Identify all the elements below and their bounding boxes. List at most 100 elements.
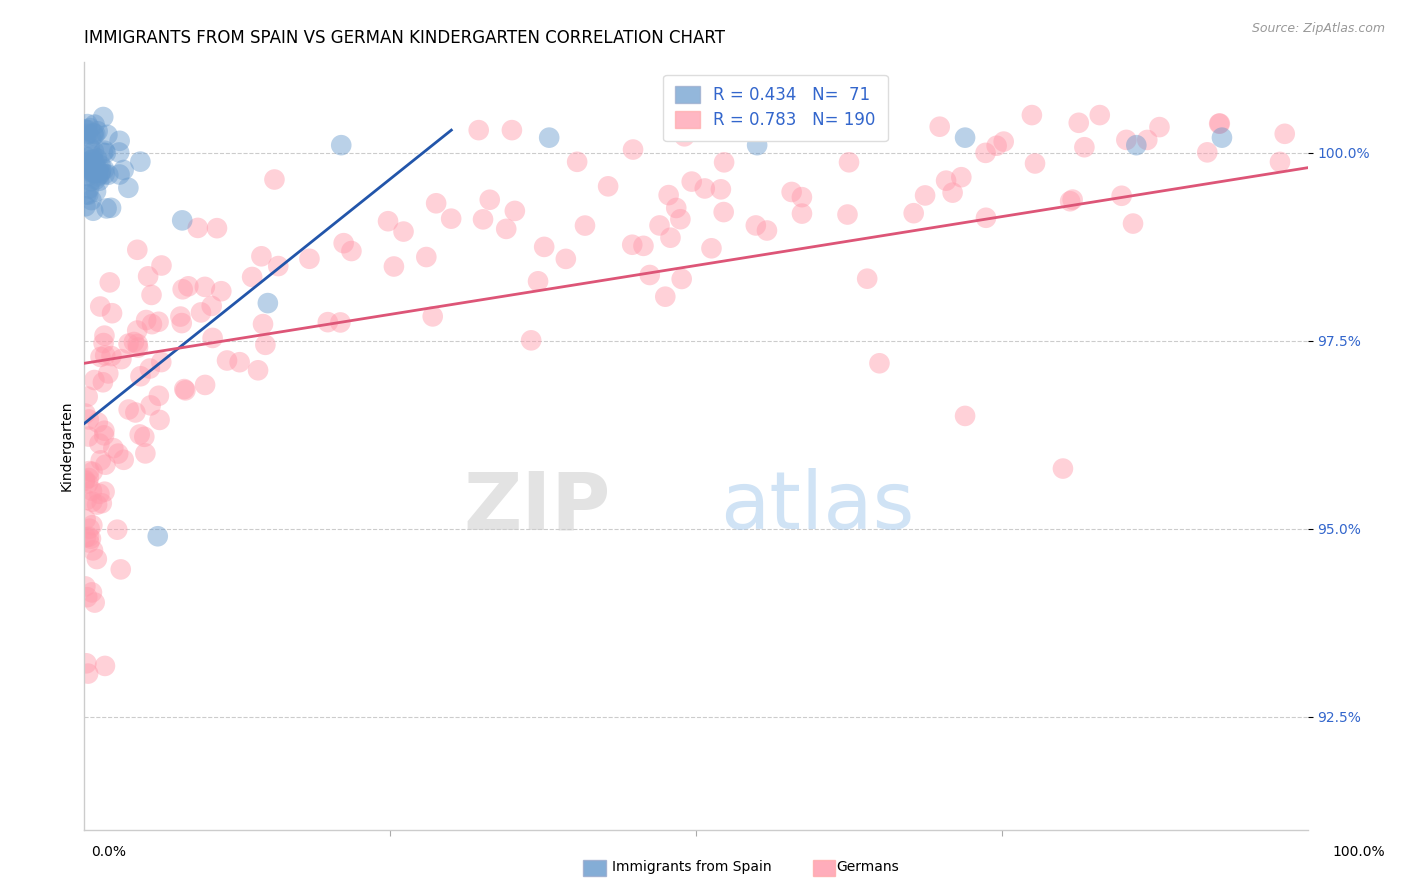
Point: [1088, 108, 1111, 122]
Point: [316, 315, 339, 329]
Point: [93, 336, 115, 351]
Point: [91, 376, 114, 390]
Point: [974, 145, 997, 160]
Point: [89, 300, 111, 314]
Point: [73, 122, 96, 136]
Point: [681, 175, 703, 189]
Point: [75, 199, 97, 213]
Point: [993, 135, 1015, 149]
Point: [84, 165, 107, 179]
Point: [669, 212, 692, 227]
Point: [1208, 117, 1230, 131]
Point: [91, 110, 114, 124]
Point: [201, 299, 224, 313]
Point: [201, 331, 224, 345]
Point: [415, 250, 437, 264]
Point: [554, 252, 576, 266]
Point: [1062, 193, 1084, 207]
Point: [780, 185, 803, 199]
Point: [90, 453, 112, 467]
Point: [340, 244, 363, 258]
Point: [93, 484, 115, 499]
Point: [538, 130, 561, 145]
Point: [82, 203, 104, 218]
Point: [953, 130, 976, 145]
Point: [79, 121, 101, 136]
Point: [83, 596, 105, 610]
Point: [77, 187, 100, 202]
Point: [100, 201, 122, 215]
Point: [97, 168, 120, 182]
Point: [671, 272, 693, 286]
Point: [77, 535, 100, 549]
Point: [75, 128, 97, 143]
Point: [77, 429, 100, 443]
Point: [93, 144, 115, 158]
Point: [89, 168, 111, 182]
Point: [124, 405, 146, 419]
Point: [77, 476, 100, 491]
Point: [89, 165, 111, 179]
Point: [377, 214, 399, 228]
Point: [974, 211, 997, 225]
Point: [755, 223, 778, 237]
Point: [75, 657, 97, 671]
Point: [82, 126, 104, 140]
Point: [903, 206, 925, 220]
Point: [80, 483, 103, 498]
Point: [392, 225, 415, 239]
Point: [108, 168, 131, 182]
Text: Germans: Germans: [837, 860, 900, 874]
Point: [94, 659, 117, 673]
Point: [75, 579, 97, 593]
Point: [77, 181, 100, 195]
Point: [83, 165, 105, 179]
Point: [117, 181, 139, 195]
Point: [950, 170, 973, 185]
Point: [215, 353, 238, 368]
Point: [134, 430, 156, 444]
Point: [713, 205, 735, 219]
Point: [82, 148, 104, 162]
Point: [621, 237, 644, 252]
Point: [1067, 116, 1090, 130]
Point: [598, 179, 620, 194]
Point: [129, 154, 152, 169]
Point: [87, 169, 110, 184]
Point: [76, 117, 98, 131]
Point: [150, 355, 173, 369]
Text: atlas: atlas: [720, 468, 915, 547]
Point: [91, 145, 114, 160]
Point: [112, 452, 135, 467]
Point: [122, 334, 145, 349]
Point: [105, 523, 128, 537]
Point: [89, 487, 111, 501]
Point: [75, 407, 97, 421]
Point: [87, 164, 110, 178]
Point: [76, 590, 98, 604]
Text: Source: ZipAtlas.com: Source: ZipAtlas.com: [1251, 22, 1385, 36]
Point: [80, 174, 103, 188]
Point: [75, 530, 97, 544]
Point: [633, 239, 655, 253]
Point: [77, 530, 100, 544]
Point: [77, 158, 100, 172]
Point: [86, 124, 108, 138]
Point: [790, 190, 813, 204]
Point: [89, 350, 111, 364]
Point: [73, 474, 96, 488]
Point: [1021, 108, 1043, 122]
Point: [84, 127, 107, 141]
Point: [83, 155, 105, 169]
Point: [382, 260, 405, 274]
Point: [75, 187, 97, 202]
Point: [139, 361, 162, 376]
Point: [79, 140, 101, 154]
Point: [89, 174, 111, 188]
Point: [76, 161, 98, 175]
Point: [150, 259, 173, 273]
Text: ZIP: ZIP: [463, 468, 610, 547]
Point: [83, 128, 105, 143]
Point: [914, 188, 936, 202]
Point: [110, 562, 132, 576]
